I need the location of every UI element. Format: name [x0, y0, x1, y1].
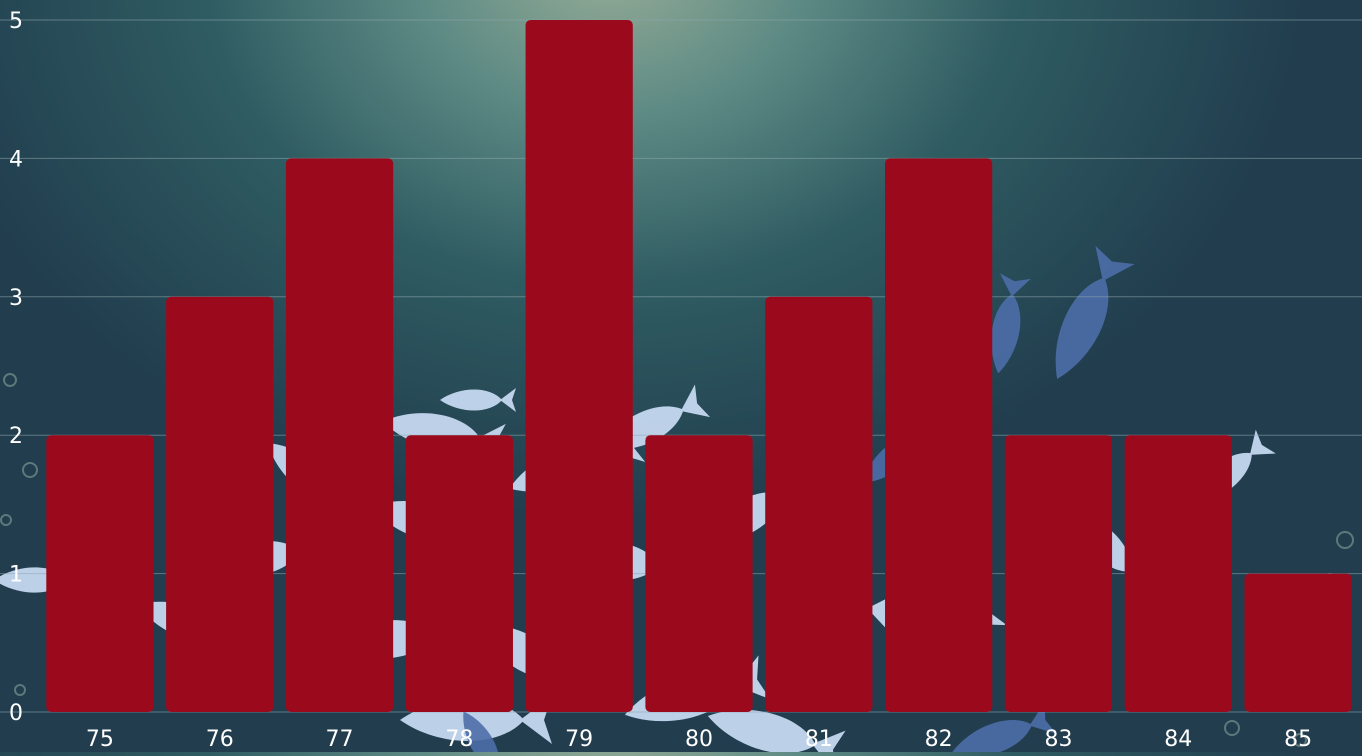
bar-78: [405, 435, 513, 712]
x-tick-label: 79: [565, 727, 593, 752]
x-axis-ticks: 75 76 77 78 79 80 81 82 83 84 85: [86, 727, 1312, 752]
fish-silhouette: [463, 711, 517, 756]
bar-80: [645, 435, 753, 712]
bars: [46, 20, 1352, 712]
bubble: [1224, 720, 1240, 736]
x-tick-label: 81: [805, 727, 833, 752]
x-tick-label: 78: [445, 727, 473, 752]
y-tick-label: 1: [9, 563, 23, 588]
fish-silhouette: [991, 273, 1031, 374]
x-tick-label: 77: [326, 727, 354, 752]
x-tick-label: 84: [1164, 727, 1192, 752]
y-tick-label: 3: [9, 286, 23, 311]
bubble: [14, 684, 26, 696]
fish-silhouette: [1055, 245, 1135, 379]
x-tick-label: 76: [206, 727, 234, 752]
y-tick-label: 0: [9, 701, 23, 726]
bar-77: [285, 158, 394, 712]
x-tick-label: 80: [685, 727, 713, 752]
fish-silhouette: [950, 702, 1057, 756]
bar-84: [1124, 435, 1232, 712]
fish-silhouette: [707, 709, 846, 756]
bar-83: [1004, 435, 1113, 712]
y-tick-label: 4: [9, 147, 23, 172]
fish-silhouette: [440, 388, 516, 412]
bubble: [1293, 733, 1307, 747]
bubble: [1336, 531, 1354, 549]
bar-75: [46, 435, 154, 712]
bar-82: [885, 158, 993, 712]
y-axis-ticks: 0 1 2 3 4 5: [9, 9, 23, 726]
bubble: [3, 373, 17, 387]
bar-76: [166, 296, 274, 712]
y-tick-label: 2: [9, 424, 23, 449]
x-tick-label: 82: [925, 727, 953, 752]
fish-silhouette: [0, 565, 86, 595]
y-tick-label: 5: [9, 9, 23, 34]
x-tick-label: 83: [1044, 727, 1072, 752]
bar-85: [1244, 573, 1352, 712]
bubble: [22, 462, 38, 478]
x-tick-label: 75: [86, 727, 114, 752]
bar-79: [525, 20, 633, 712]
bubble: [0, 514, 12, 526]
x-tick-label: 85: [1284, 727, 1312, 752]
bar-81: [765, 296, 873, 712]
